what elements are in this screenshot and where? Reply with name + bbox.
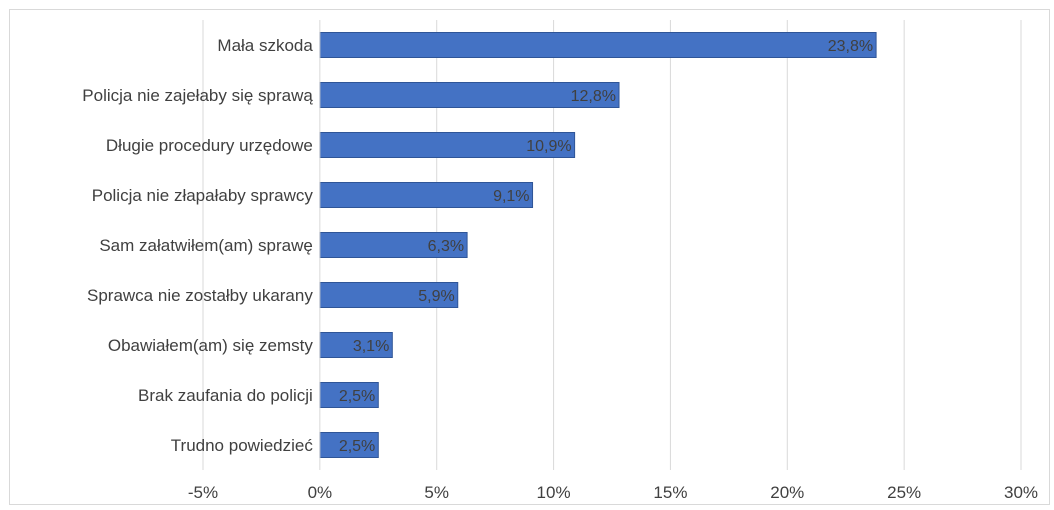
data-label: 2,5% bbox=[339, 388, 375, 405]
x-tick-label: 10% bbox=[537, 483, 571, 502]
data-label: 12,8% bbox=[571, 88, 616, 105]
category-label: Policja nie złapałaby sprawcy bbox=[92, 186, 314, 205]
category-label: Długie procedury urzędowe bbox=[106, 136, 313, 155]
data-label: 5,9% bbox=[418, 288, 454, 305]
bar bbox=[319, 382, 379, 408]
x-tick-label: 20% bbox=[770, 483, 804, 502]
category-label: Sprawca nie zostałby ukarany bbox=[87, 286, 313, 305]
bar bbox=[319, 82, 620, 108]
data-label: 10,9% bbox=[526, 138, 571, 155]
bar bbox=[319, 32, 877, 58]
x-tick-label: 15% bbox=[653, 483, 687, 502]
category-label: Obawiałem(am) się zemsty bbox=[108, 336, 313, 355]
category-label: Mała szkoda bbox=[217, 36, 313, 55]
bar bbox=[319, 132, 576, 158]
data-label: 9,1% bbox=[493, 188, 529, 205]
data-label: 23,8% bbox=[828, 38, 873, 55]
x-tick-label: 25% bbox=[887, 483, 921, 502]
data-label: 6,3% bbox=[428, 238, 464, 255]
bar bbox=[319, 232, 468, 258]
x-tick-label: 5% bbox=[424, 483, 449, 502]
category-label: Brak zaufania do policji bbox=[138, 386, 313, 405]
data-label: 2,5% bbox=[339, 438, 375, 455]
bar bbox=[319, 282, 459, 308]
x-tick-label: -5% bbox=[188, 483, 218, 502]
category-label: Trudno powiedzieć bbox=[171, 436, 314, 455]
data-label: 3,1% bbox=[353, 338, 389, 355]
bar bbox=[319, 332, 393, 358]
category-label: Policja nie zajełaby się sprawą bbox=[82, 86, 313, 105]
x-tick-label: 0% bbox=[308, 483, 333, 502]
x-tick-label: 30% bbox=[1004, 483, 1038, 502]
category-label: Sam załatwiłem(am) sprawę bbox=[99, 236, 313, 255]
